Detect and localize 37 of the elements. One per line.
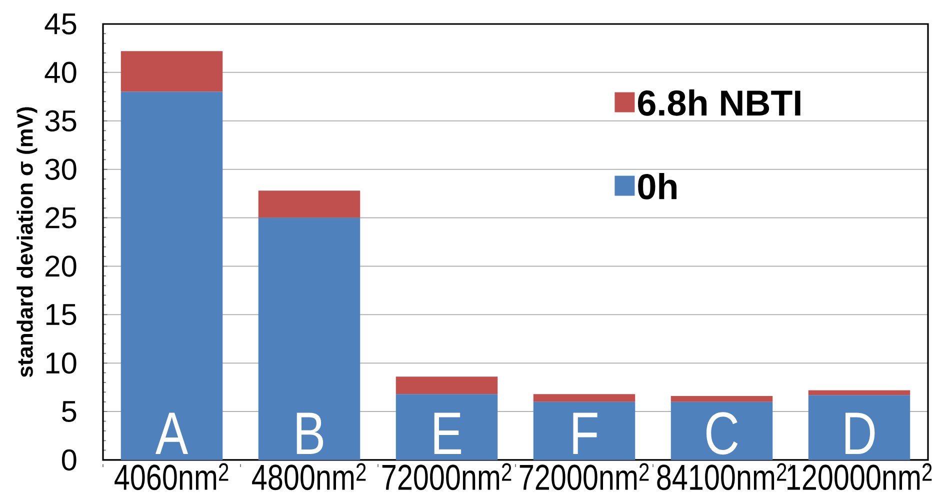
annotation: B [296,412,324,454]
x-tick-label: 4800nm$^{2}$ [252,463,366,490]
x-tick-label: 72000nm$^{2}$ [520,463,649,490]
y-tick-label: 0 [62,449,76,471]
annotation: D [846,412,875,454]
y-tick-label: 5 [62,401,76,422]
y-tick-label: 25 [46,207,76,228]
bar [808,390,910,396]
bar [258,190,360,218]
y-tick-label: 35 [45,110,76,132]
annotation: E [434,412,462,454]
bar [533,402,636,460]
legend-label: 0h [638,173,676,200]
x-tick-label: 84100nm$^{2}$ [657,463,786,490]
annotation: A [155,412,188,454]
x-tick-label: 4060nm$^{2}$ [114,463,228,490]
bar [670,396,773,402]
bar [396,394,498,460]
annotation: F [573,412,598,454]
y-tick-label: 30 [45,158,76,180]
annotation: C [706,412,738,455]
bar [120,51,223,92]
bar [670,402,773,460]
bar [258,218,360,460]
y-tick-label: 45 [44,14,76,34]
legend-label: 6.8h NBTI [638,89,800,116]
x-tick-label: 72000nm$^{2}$ [382,463,512,490]
x-tick-label: 120000nm$^{2}$ [788,463,932,490]
bar [120,92,223,460]
y-axis-title: standard deviation σ (mV) [16,107,38,378]
bar [808,395,910,460]
y-tick-label: 10 [46,352,76,374]
y-tick-label: 40 [44,62,76,84]
bar [396,376,498,394]
y-tick-label: 15 [46,304,76,326]
bar [533,394,636,402]
y-tick-label: 20 [46,256,76,277]
